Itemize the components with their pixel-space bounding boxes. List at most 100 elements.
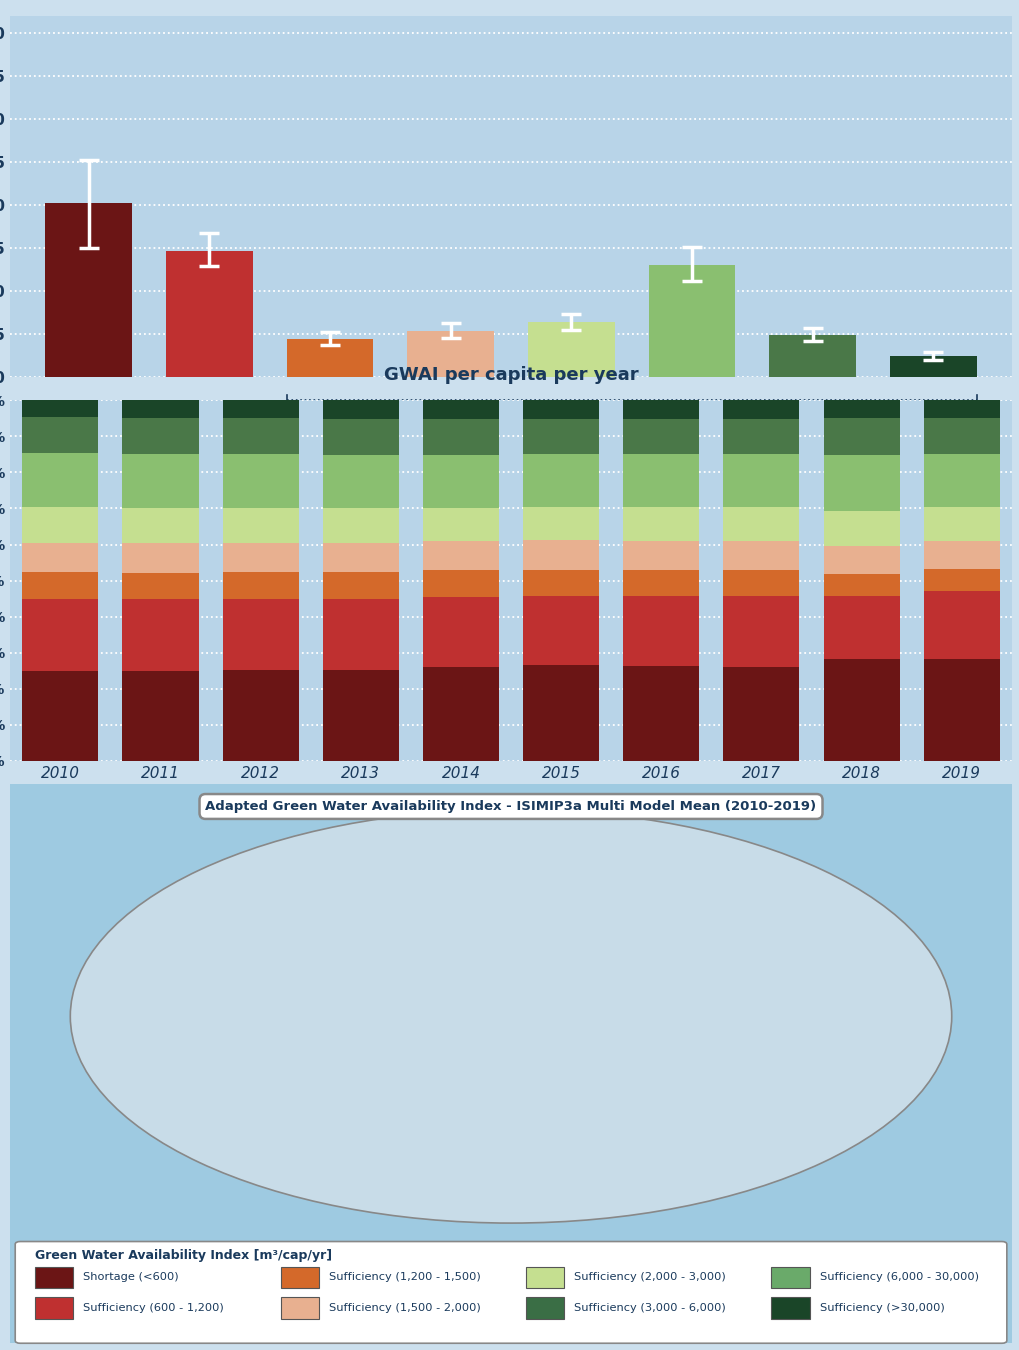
Bar xyxy=(523,595,598,666)
Bar xyxy=(523,570,598,595)
Bar xyxy=(36,1297,73,1319)
Bar xyxy=(822,400,899,418)
Bar xyxy=(423,508,498,541)
Bar xyxy=(623,570,699,595)
Bar xyxy=(623,666,699,761)
Bar xyxy=(222,455,299,508)
Bar xyxy=(526,1266,564,1288)
Bar xyxy=(923,400,999,418)
FancyBboxPatch shape xyxy=(15,1242,1006,1343)
Bar xyxy=(822,418,899,455)
Text: Sufficiency (2,000 - 3,000): Sufficiency (2,000 - 3,000) xyxy=(574,1272,726,1282)
Bar xyxy=(122,572,199,599)
Bar xyxy=(423,667,498,761)
Bar xyxy=(722,418,799,455)
Bar xyxy=(648,265,735,377)
Bar xyxy=(722,597,799,667)
Bar xyxy=(890,356,976,377)
Bar xyxy=(822,512,899,545)
Bar xyxy=(722,508,799,541)
Text: Shortage: Shortage xyxy=(114,418,183,433)
Bar xyxy=(222,418,299,455)
Bar xyxy=(722,667,799,761)
Bar xyxy=(623,400,699,418)
Bar xyxy=(280,1297,318,1319)
Bar xyxy=(122,508,199,544)
Bar xyxy=(423,597,498,667)
Bar xyxy=(623,540,699,570)
Bar xyxy=(222,543,299,572)
Bar xyxy=(22,454,98,508)
Text: Sufficiency (1,200 - 1,500): Sufficiency (1,200 - 1,500) xyxy=(328,1272,480,1282)
Bar xyxy=(222,572,299,598)
Bar xyxy=(322,509,398,543)
Bar xyxy=(822,455,899,512)
Bar xyxy=(822,597,899,659)
Bar xyxy=(523,506,598,540)
Bar xyxy=(423,541,498,571)
Bar xyxy=(768,335,855,377)
Bar xyxy=(722,571,799,597)
Bar xyxy=(770,1266,809,1288)
Bar xyxy=(222,598,299,670)
Bar xyxy=(322,670,398,761)
Bar xyxy=(923,508,999,541)
Bar xyxy=(623,595,699,666)
Bar xyxy=(322,455,398,509)
Bar xyxy=(22,543,98,572)
Bar xyxy=(322,400,398,418)
Bar xyxy=(423,571,498,597)
Text: Sufficiency (>30,000): Sufficiency (>30,000) xyxy=(818,1303,944,1314)
Bar xyxy=(822,659,899,761)
Bar xyxy=(923,454,999,508)
Bar xyxy=(523,455,598,506)
Bar xyxy=(166,251,253,377)
Bar xyxy=(286,339,373,377)
Bar xyxy=(923,659,999,761)
Bar xyxy=(722,541,799,571)
Bar xyxy=(923,541,999,568)
Bar xyxy=(423,400,498,418)
Bar xyxy=(923,418,999,454)
Bar xyxy=(45,204,131,377)
Bar xyxy=(623,454,699,506)
Bar xyxy=(322,598,398,670)
Bar xyxy=(122,417,199,454)
Bar xyxy=(322,543,398,572)
Bar xyxy=(322,572,398,598)
Bar xyxy=(280,1266,318,1288)
Bar xyxy=(22,598,98,671)
Bar xyxy=(623,418,699,454)
Bar xyxy=(122,454,199,508)
Bar xyxy=(22,572,98,598)
Text: Adapted Green Water Availability Index - ISIMIP3a Multi Model Mean (2010-2019): Adapted Green Water Availability Index -… xyxy=(205,801,816,813)
Bar xyxy=(222,508,299,543)
Bar xyxy=(407,331,493,377)
Bar xyxy=(22,400,98,417)
Bar xyxy=(623,506,699,540)
Bar xyxy=(22,671,98,761)
Bar xyxy=(770,1297,809,1319)
Bar xyxy=(722,455,799,508)
Text: GWAI per capita per year: GWAI per capita per year xyxy=(383,366,638,383)
Bar xyxy=(222,670,299,761)
Text: Sufficiency (3,000 - 6,000): Sufficiency (3,000 - 6,000) xyxy=(574,1303,726,1314)
Bar xyxy=(423,455,498,508)
Bar xyxy=(523,418,598,455)
Bar xyxy=(722,400,799,418)
Bar xyxy=(523,540,598,570)
Bar xyxy=(526,1297,564,1319)
Bar xyxy=(923,591,999,659)
Bar xyxy=(523,666,598,761)
Bar xyxy=(122,599,199,671)
Bar xyxy=(822,574,899,597)
Bar xyxy=(923,568,999,591)
Bar xyxy=(523,400,598,418)
Bar xyxy=(822,545,899,574)
Text: Sufficiency (1,500 - 2,000): Sufficiency (1,500 - 2,000) xyxy=(328,1303,480,1314)
Text: Sufficiency (600 - 1,200): Sufficiency (600 - 1,200) xyxy=(84,1303,224,1314)
Bar xyxy=(36,1266,73,1288)
Bar xyxy=(122,671,199,761)
Bar xyxy=(528,321,614,377)
Bar xyxy=(122,544,199,572)
